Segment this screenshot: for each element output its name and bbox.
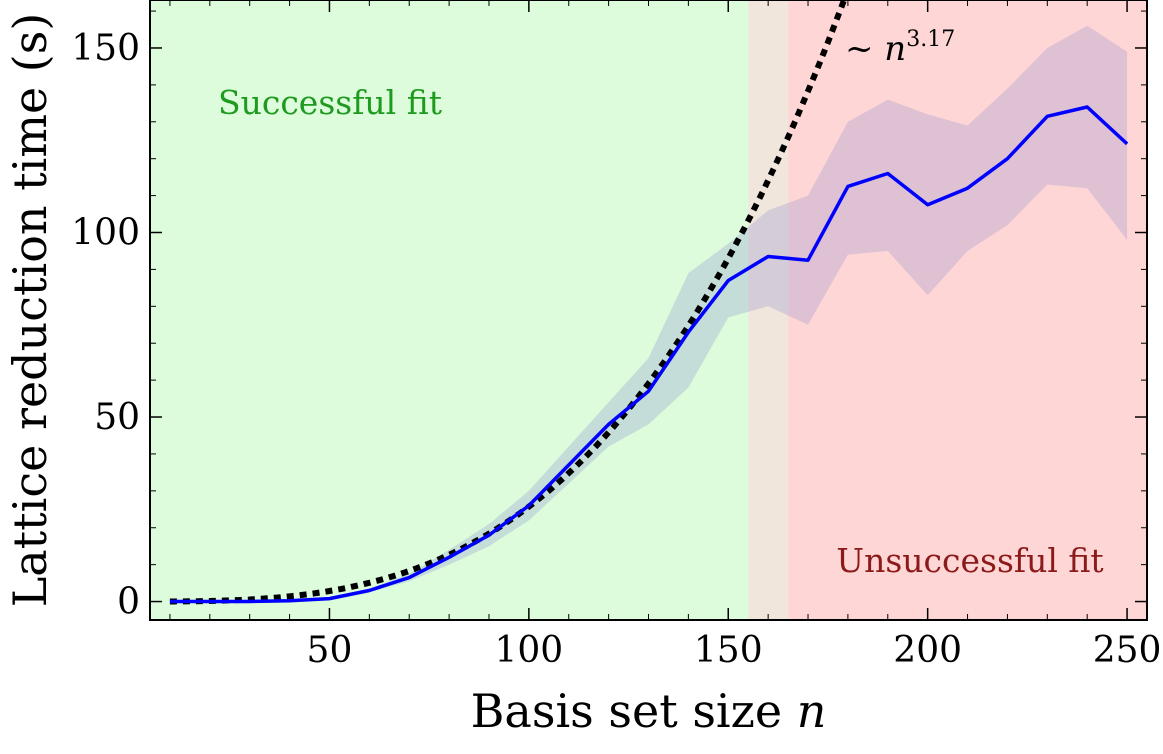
y-tick-label: 50	[94, 397, 140, 438]
fit-label-prefix: ~	[845, 29, 884, 69]
confidence-bands	[169, 25, 1128, 602]
x-axis-title-text: Basis set size	[471, 684, 783, 738]
x-axis-title-variable: n	[797, 684, 827, 738]
fit-label-exponent: 3.17	[906, 27, 955, 52]
region-2	[788, 0, 1147, 620]
fit-label-variable: n	[884, 29, 906, 69]
y-tick-label: 150	[71, 28, 140, 69]
fit-curve-label: ~ n3.17	[845, 27, 955, 69]
x-tick-label: 150	[694, 630, 763, 671]
x-axis-title: Basis set size n	[471, 684, 827, 738]
y-tick-label: 100	[71, 213, 140, 254]
series-layer	[169, 105, 1129, 604]
y-tick-label: 0	[117, 582, 140, 623]
x-tick-label: 50	[307, 630, 353, 671]
x-tick-label: 250	[1093, 630, 1162, 671]
region-label-unsuccessful: Unsuccessful fit	[836, 541, 1103, 580]
background-regions	[150, 0, 1147, 620]
region-0	[150, 0, 749, 620]
region-1	[748, 0, 789, 620]
confidence-band	[169, 25, 1128, 602]
region-label-successful: Successful fit	[218, 83, 442, 122]
plot-frame	[149, 0, 1148, 621]
axis-ticks: 50 100 150 200 250 0 50 100 150	[71, 0, 1161, 671]
y-axis-title: Lattice reduction time (s)	[3, 13, 57, 608]
series-line	[169, 105, 1129, 604]
x-tick-label: 200	[893, 630, 962, 671]
annotation-layer: Successful fit Unsuccessful fit ~ n3.17	[218, 27, 1104, 580]
x-tick-label: 100	[495, 630, 564, 671]
